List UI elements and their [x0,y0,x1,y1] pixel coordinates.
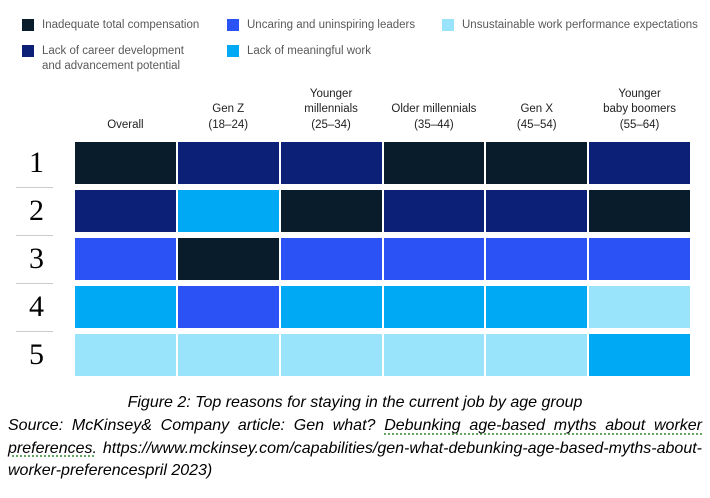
legend-label: Lack of career development and advanceme… [42,44,184,73]
legend-swatch-unsustainable-icon [442,19,454,31]
cell-rank3-older-millennials [383,238,485,281]
column-header-younger-millennials: Younger millennials (25–34) [281,87,382,137]
cell-rank2-overall [75,190,176,233]
legend-item-compensation: Inadequate total compensation [22,18,227,34]
source-note: Source: McKinsey& Company article: Gen w… [0,415,710,482]
cell-rank3-younger-millennials [280,238,382,281]
cell-rank2-gen-z [177,190,279,233]
cell-rank1-gen-x [486,142,588,185]
cell-rank4-gen-z [177,286,279,329]
legend-swatch-compensation-icon [22,19,34,31]
cell-rank3-overall [75,238,176,281]
source-suffix: https://www.mckinsey.com/capabilities/ge… [8,439,702,480]
legend-label: Lack of meaningful work [247,44,372,57]
cell-rank4-overall [75,286,176,329]
column-header-line: Gen Z [212,103,245,116]
column-header-line: (45–54) [516,118,557,131]
rank-label-5: 5 [0,330,73,376]
cell-rank4-younger-baby-boomers [589,286,690,329]
column-header-line: (55–64) [619,118,660,131]
column-header-line: millennials [304,103,358,116]
cell-rank1-overall [75,142,176,185]
column-header-line: (18–24) [208,118,249,131]
cell-rank5-younger-millennials [280,334,382,377]
rank-label-4: 4 [0,282,73,328]
column-header-overall: Overall [75,87,176,137]
cell-rank1-younger-millennials [280,142,382,185]
cell-rank4-gen-x [486,286,588,329]
legend-item-career: Lack of career development and advanceme… [22,44,227,75]
column-header-line: Younger [309,87,353,100]
legend-swatch-meaningful-icon [227,44,239,57]
cell-rank2-younger-baby-boomers [589,190,690,233]
cell-rank3-gen-x [486,238,588,281]
column-header-line: Overall [107,118,144,131]
cell-rank5-older-millennials [383,334,485,377]
source-prefix: Source: McKinsey& Company article: Gen w… [8,417,385,435]
figure-caption: Figure 2: Top reasons for staying in the… [0,392,710,483]
column-header-older-millennials: Older millennials (35–44) [384,87,485,137]
rank-label-3: 3 [0,234,73,280]
cell-rank5-gen-x [486,334,588,377]
article-link[interactable]: Debunking age-based myths about worker p… [8,417,703,457]
grid-corner-spacer [0,87,73,137]
column-header-line: Older millennials [391,103,477,116]
column-header-line: baby boomers [603,103,677,116]
cell-rank3-gen-z [177,238,279,281]
column-header-younger-baby-boomers: Younger baby boomers (55–64) [589,87,690,137]
column-header-line: Younger [618,87,661,100]
cell-rank1-younger-baby-boomers [589,142,690,185]
rank-label-2: 2 [0,186,73,232]
cell-rank5-younger-baby-boomers [589,334,690,377]
cell-rank4-older-millennials [383,286,485,329]
cell-rank2-older-millennials [383,190,485,233]
cell-rank5-overall [75,334,176,377]
column-header-gen-x: Gen X (45–54) [486,87,587,137]
cell-rank4-younger-millennials [280,286,382,329]
legend-item-leaders: Uncaring and uninspiring leaders [227,18,442,34]
cell-rank2-gen-x [486,190,588,233]
rank-grid: Overall Gen Z (18–24) Younger millennials (25… [0,87,710,377]
column-header-line: Gen X [520,103,554,116]
cell-rank5-gen-z [177,334,279,377]
legend: Inadequate total compensation Lack of car… [0,0,710,75]
column-header-line: (35–44) [414,118,454,131]
cell-rank1-gen-z [177,142,279,185]
legend-label: Inadequate total compensation [42,19,200,31]
legend-item-unsustainable: Unsustainable work performance expectati… [442,18,702,34]
legend-label: Uncaring and uninspiring leaders [247,19,416,31]
column-header-gen-z: Gen Z (18–24) [178,87,279,137]
figure-caption-title: Figure 2: Top reasons for staying in the… [127,394,583,412]
cell-rank2-younger-millennials [280,190,382,233]
legend-swatch-career-icon [22,44,34,57]
legend-label: Unsustainable work performance expectati… [462,19,698,31]
rank-label-1: 1 [29,146,44,180]
cell-rank1-older-millennials [383,142,485,185]
column-header-line: (25–34) [311,118,351,131]
legend-swatch-leaders-icon [227,19,239,31]
legend-item-meaningful: Lack of meaningful work [227,44,442,75]
cell-rank3-younger-baby-boomers [589,238,690,281]
